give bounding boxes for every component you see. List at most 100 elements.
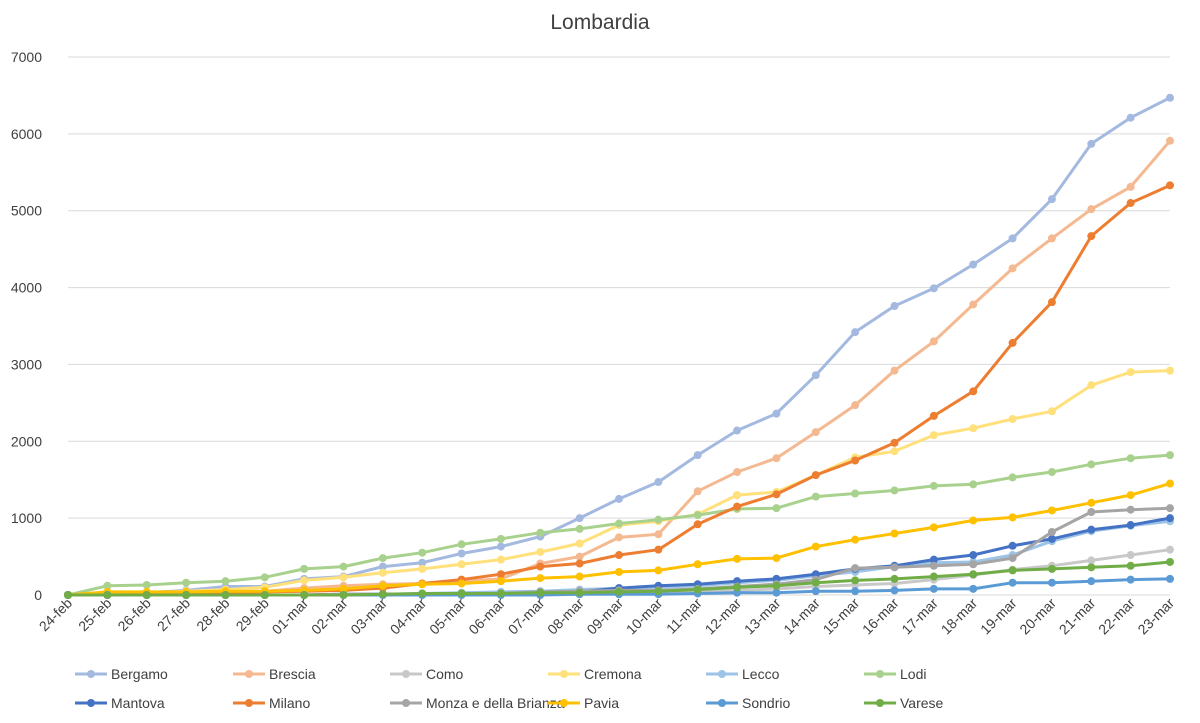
legend-item: Brescia	[233, 666, 316, 682]
data-point	[575, 552, 584, 561]
data-point	[1008, 264, 1017, 273]
x-tick-label: 19-mar	[977, 595, 1020, 638]
data-point	[496, 577, 505, 586]
series-lodi	[64, 451, 1174, 599]
data-point	[339, 584, 348, 593]
legend-label: Lecco	[742, 666, 780, 682]
data-point	[969, 516, 978, 525]
data-point	[1087, 577, 1096, 586]
data-point	[654, 566, 663, 575]
legend-label: Lodi	[900, 666, 926, 682]
data-point	[1126, 182, 1135, 191]
data-point	[1126, 368, 1135, 377]
data-point	[575, 588, 584, 597]
x-tick-label: 16-mar	[859, 595, 902, 638]
data-point	[418, 558, 427, 567]
data-point	[1166, 366, 1174, 375]
data-point	[1008, 414, 1017, 423]
data-point	[496, 542, 505, 551]
data-point	[929, 555, 938, 564]
data-point	[772, 409, 781, 418]
data-point	[1087, 460, 1096, 469]
data-point	[1047, 534, 1056, 543]
data-point	[1087, 507, 1096, 516]
x-tick-label: 20-mar	[1016, 595, 1059, 638]
data-point	[969, 300, 978, 309]
legend-marker	[245, 670, 253, 678]
data-point	[929, 561, 938, 570]
data-point	[733, 426, 742, 435]
data-point	[1126, 551, 1135, 560]
data-point	[300, 576, 309, 585]
data-point	[772, 490, 781, 499]
data-point	[1047, 564, 1056, 573]
data-point	[1166, 545, 1174, 554]
legend-item: Varese	[864, 695, 944, 711]
data-point	[890, 438, 899, 447]
x-tick-label: 01-mar	[269, 595, 312, 638]
x-tick-label: 25-feb	[75, 595, 115, 635]
x-tick-label: 07-mar	[505, 595, 548, 638]
data-point	[772, 504, 781, 513]
data-point	[969, 551, 978, 560]
legend-label: Sondrio	[742, 695, 790, 711]
legend-marker	[560, 670, 568, 678]
data-point	[536, 562, 545, 571]
data-point	[1008, 473, 1017, 482]
data-point	[733, 583, 742, 592]
x-tick-label: 17-mar	[898, 595, 941, 638]
data-point	[64, 591, 72, 599]
data-point	[1126, 561, 1135, 570]
legend-marker	[402, 699, 410, 707]
y-tick-label: 0	[34, 587, 42, 603]
data-point	[929, 523, 938, 532]
x-tick-label: 05-mar	[426, 595, 469, 638]
data-point	[615, 533, 623, 542]
legend-label: Bergamo	[111, 666, 168, 682]
data-point	[378, 554, 387, 563]
data-point	[457, 549, 466, 558]
data-point	[969, 480, 978, 489]
data-point	[1087, 205, 1096, 214]
data-point	[1087, 381, 1096, 390]
x-tick-label: 23-mar	[1134, 595, 1177, 638]
data-point	[575, 514, 584, 523]
legend-label: Milano	[269, 695, 310, 711]
data-point	[615, 551, 623, 560]
data-point	[260, 591, 269, 599]
y-tick-label: 4000	[11, 280, 42, 296]
x-tick-label: 09-mar	[583, 595, 626, 638]
data-point	[811, 578, 820, 587]
legend-item: Monza e della Brianza	[390, 695, 565, 711]
x-tick-label: 26-feb	[114, 595, 154, 635]
data-point	[654, 587, 663, 596]
data-point	[693, 451, 702, 460]
data-point	[1047, 527, 1056, 536]
y-tick-label: 3000	[11, 356, 42, 372]
data-point	[772, 454, 781, 463]
legend-marker	[718, 670, 726, 678]
data-point	[733, 554, 742, 563]
data-point	[378, 581, 387, 590]
x-axis-ticks: 24-feb 25-feb 26-feb 27-feb 28-feb 29-feb01-m…	[36, 595, 1178, 638]
legend-item: Sondrio	[706, 695, 790, 711]
data-point	[693, 560, 702, 569]
series-varese	[64, 557, 1174, 599]
data-point	[103, 591, 112, 599]
data-point	[811, 542, 820, 551]
y-tick-label: 2000	[11, 433, 42, 449]
data-point	[575, 539, 584, 548]
x-tick-label: 15-mar	[820, 595, 863, 638]
data-point	[1047, 234, 1056, 243]
data-point	[575, 559, 584, 568]
legend-item: Mantova	[75, 695, 165, 711]
data-point	[890, 302, 899, 311]
y-axis-ticks: 0 1000 2000 3000 4000 5000 6000 7000	[11, 49, 42, 603]
x-tick-label: 02-mar	[308, 595, 351, 638]
data-point	[339, 573, 348, 582]
data-point	[811, 587, 820, 596]
data-point	[1008, 513, 1017, 522]
data-point	[654, 530, 663, 539]
data-point	[575, 572, 584, 581]
